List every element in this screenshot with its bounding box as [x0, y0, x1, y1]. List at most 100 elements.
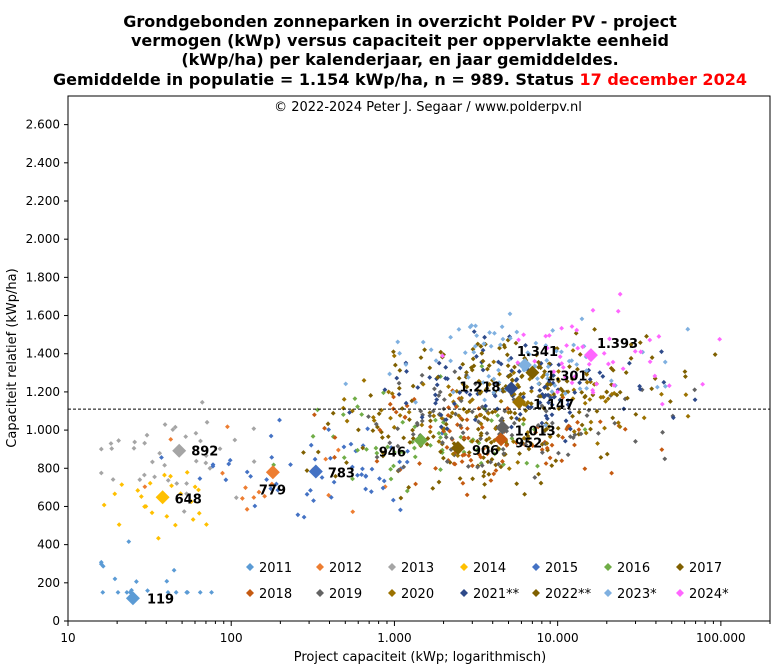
- project-point: [475, 464, 480, 470]
- project-point: [164, 513, 170, 519]
- project-point: [569, 324, 575, 329]
- project-point: [129, 587, 134, 593]
- project-point: [521, 391, 527, 397]
- copyright-text: © 2022-2024 Peter J. Segaar / www.polder…: [274, 100, 582, 115]
- project-point: [419, 414, 425, 420]
- project-point: [438, 424, 444, 430]
- project-point: [692, 397, 698, 403]
- project-point: [454, 388, 460, 394]
- project-point: [458, 423, 463, 429]
- project-point: [452, 461, 458, 467]
- project-point: [457, 390, 463, 395]
- year-average-marker: [504, 381, 519, 396]
- project-point: [620, 366, 626, 372]
- project-point: [644, 333, 649, 339]
- project-point: [493, 468, 499, 473]
- project-point: [188, 499, 194, 504]
- project-point: [403, 362, 409, 367]
- project-point: [226, 461, 232, 467]
- legend-entry: 2019: [329, 587, 362, 602]
- project-point: [464, 370, 469, 375]
- project-point: [566, 358, 572, 364]
- project-point: [502, 344, 508, 350]
- project-point: [491, 376, 497, 382]
- project-point: [560, 435, 566, 440]
- project-point: [481, 494, 487, 500]
- y-tick-label: 200: [37, 576, 60, 590]
- project-point: [528, 404, 534, 410]
- project-point: [683, 374, 688, 379]
- project-point: [199, 399, 205, 405]
- project-point: [594, 381, 599, 387]
- project-point: [479, 363, 485, 369]
- project-point: [543, 423, 549, 428]
- project-point: [472, 381, 478, 387]
- legend: 2011 2012 2013 2014 2015 2016 2017 2018 2019 2020…: [246, 561, 729, 602]
- project-point: [142, 504, 147, 510]
- project-point: [399, 406, 405, 411]
- project-point: [517, 411, 523, 417]
- project-point: [386, 389, 392, 395]
- project-point: [496, 380, 502, 386]
- project-point: [455, 453, 461, 458]
- project-point: [244, 469, 250, 475]
- project-point: [500, 459, 505, 464]
- year-average-label: 1.301: [546, 370, 587, 385]
- project-point: [659, 401, 665, 407]
- legend-entry: 2014: [473, 561, 506, 576]
- project-point: [134, 579, 139, 584]
- project-point: [341, 455, 347, 461]
- project-point: [330, 410, 336, 416]
- project-point: [586, 361, 592, 367]
- project-point: [251, 459, 257, 464]
- project-point: [494, 380, 499, 386]
- project-point: [545, 392, 551, 398]
- y-tick-label: 1.200: [26, 385, 60, 399]
- project-point: [518, 441, 524, 447]
- project-point: [470, 397, 475, 402]
- project-point: [398, 507, 403, 513]
- project-point: [478, 430, 484, 436]
- project-point: [582, 466, 588, 472]
- project-point: [509, 368, 515, 374]
- project-point: [565, 398, 571, 403]
- project-point: [570, 413, 575, 419]
- project-point: [545, 376, 551, 381]
- project-point: [366, 414, 371, 420]
- project-point: [355, 472, 360, 478]
- project-point: [595, 431, 601, 436]
- project-point: [406, 409, 412, 415]
- project-point: [659, 349, 664, 355]
- project-point: [549, 402, 555, 408]
- project-point: [570, 396, 576, 402]
- project-point: [407, 417, 412, 423]
- project-point: [419, 372, 425, 378]
- project-point: [162, 472, 167, 478]
- project-point: [537, 387, 543, 393]
- project-point: [625, 395, 630, 401]
- project-point: [424, 441, 430, 447]
- project-point: [406, 485, 412, 490]
- project-point: [131, 445, 137, 451]
- legend-marker: [388, 563, 396, 571]
- project-point: [615, 420, 621, 426]
- project-point: [555, 433, 561, 439]
- project-point: [563, 374, 568, 380]
- project-point: [488, 440, 494, 445]
- project-point: [555, 425, 561, 431]
- project-point: [431, 413, 437, 419]
- year-average-marker: [125, 591, 140, 606]
- project-point: [490, 409, 495, 415]
- project-point: [449, 435, 455, 441]
- project-point: [119, 482, 125, 488]
- project-point: [692, 387, 698, 393]
- project-point: [564, 426, 570, 432]
- project-point: [380, 485, 386, 491]
- project-point: [162, 422, 168, 427]
- project-point: [539, 391, 545, 397]
- project-point: [507, 372, 513, 378]
- year-average-label: 1.147: [533, 398, 574, 413]
- project-point: [441, 397, 447, 403]
- project-point: [184, 481, 190, 486]
